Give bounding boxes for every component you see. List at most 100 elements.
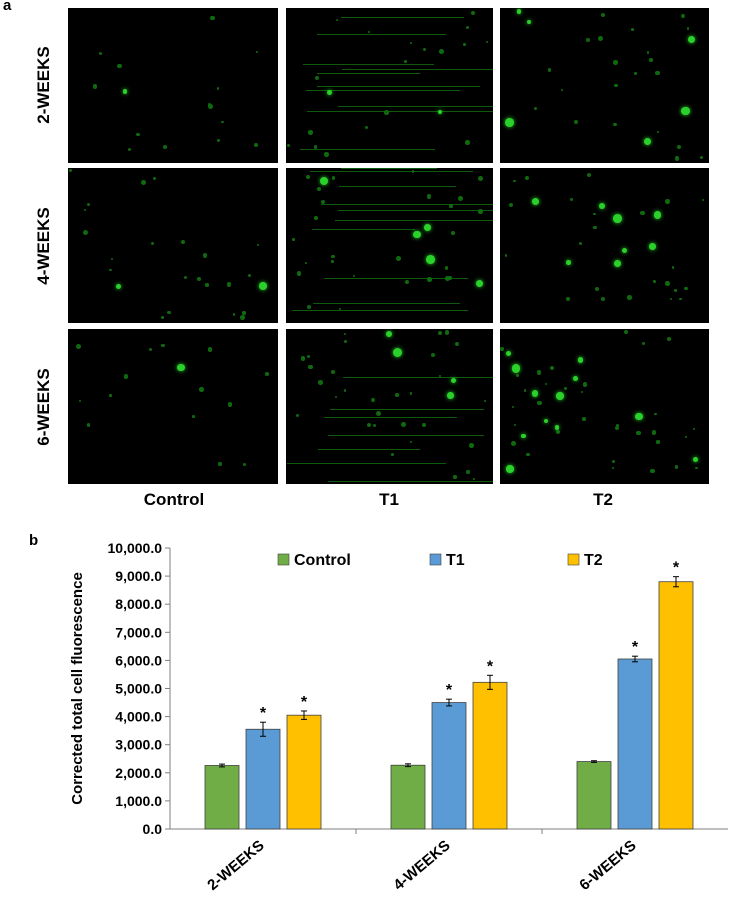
row-label-2-weeks: 2-WEEKS [34,46,53,124]
legend-swatch-t2 [567,553,580,566]
fluorescence-spot [469,443,474,448]
fluorescence-cell [177,363,185,372]
fluorescence-spot [242,462,246,466]
fluorescence-cell [635,412,643,421]
fluorescence-cell [437,109,442,114]
fluorescence-spot [565,296,570,301]
fluorescence-spot [396,255,401,261]
fluorescence-spot [308,130,313,135]
fluorescence-spot [523,389,527,392]
fluorescence-streak [309,171,473,173]
fluorescence-spot [136,132,140,136]
fluorescence-spot [544,382,548,386]
col-label-t2: T2 [593,490,613,509]
fluorescence-streak [330,408,484,410]
fluorescence-spot [654,412,658,416]
fluorescence-spot [653,280,656,283]
fluorescence-streak [303,64,434,66]
fluorescence-streak [341,168,438,170]
fluorescence-cell [319,177,328,186]
panel-a-label: a [3,0,12,14]
fluorescence-streak [321,203,493,205]
fluorescence-spot [149,347,153,351]
micrograph-4-weeks-t1 [286,168,493,323]
fluorescence-spot [422,47,427,52]
fluorescence-spot [68,168,72,172]
fluorescence-spot [403,60,407,63]
fluorescence-spot [685,436,688,439]
significance-marker: * [446,682,453,699]
fluorescence-spot [652,430,657,435]
fluorescence-spot [248,273,252,277]
fluorescence-spot [265,372,270,377]
fluorescence-spot [421,423,427,428]
fluorescence-spot [152,177,157,181]
bar-chart: 0.0 1,000.0 2,000.0 3,000.0 4,000.0 5,000.0 6,… [69,540,728,894]
fluorescence-cell [506,351,512,357]
fluorescence-spot [370,398,375,403]
fluorescence-spot [477,176,483,182]
fluorescence-spot [674,289,677,292]
fluorescence-streak [337,106,493,108]
x-category-label: 2-WEEKS [204,837,267,894]
fluorescence-spot [181,239,186,244]
fluorescence-cell [681,106,690,116]
fluorescence-cell [577,357,584,363]
fluorescence-spot [516,374,520,378]
fluorescence-spot [674,155,680,161]
fluorescence-spot [183,275,188,280]
legend-label-t2: T2 [584,552,603,569]
y-tick-label: 4,000.0 [115,709,162,725]
significance-marker: * [487,658,494,675]
fluorescence-streak [342,69,493,71]
fluorescence-spot [449,203,454,208]
col-label-t1: T1 [379,490,399,509]
micrograph-6-weeks-t2 [500,329,709,484]
fluorescence-spot [684,286,688,290]
fluorescence-spot [640,210,646,216]
fluorescence-spot [314,76,319,80]
significance-marker: * [260,705,267,722]
fluorescence-spot [508,202,514,208]
fluorescence-streak [344,376,493,378]
fluorescence-spot [317,186,322,191]
fluorescence-spot [208,103,214,109]
fluorescence-cell [516,9,522,14]
fluorescence-spot [308,364,313,370]
fluorescence-spot [444,330,450,335]
fluorescence-spot [240,315,246,320]
fluorescence-spot [593,225,597,230]
fluorescence-spot [444,276,450,281]
fluorescence-spot [314,216,319,220]
fluorescence-spot [75,344,81,350]
fluorescence-spot [678,297,682,301]
fluorescence-spot [547,68,551,72]
fluorescence-spot [569,197,574,201]
fluorescence-cell [426,255,435,265]
fluorescence-spot [163,145,168,150]
fluorescence-streak [287,462,446,464]
fluorescence-spot [615,425,620,430]
fluorescence-spot [400,421,406,427]
fluorescence-spot [650,468,655,474]
fluorescence-spot [338,308,341,311]
fluorescence-cell [688,35,696,43]
fluorescence-spot [649,57,654,62]
fluorescence-spot [613,122,617,127]
y-tick-label: 1,000.0 [115,793,162,809]
fluorescence-spot [431,352,435,357]
micrograph-2-weeks-t2 [500,8,709,163]
fluorescence-spot [549,365,554,370]
fluorescence-streak [327,434,413,436]
fluorescence-spot [585,37,590,42]
fluorescence-spot [86,202,90,207]
fluorescence-spot [367,30,370,34]
fluorescence-spot [582,417,586,421]
fluorescence-spot [199,387,204,392]
x-category-label: 4-WEEKS [390,837,453,894]
fluorescence-spot [665,281,670,286]
fluorescence-spot [109,268,112,271]
fluorescence-streak [312,303,461,305]
fluorescence-spot [669,297,672,300]
fluorescence-spot [228,402,233,407]
